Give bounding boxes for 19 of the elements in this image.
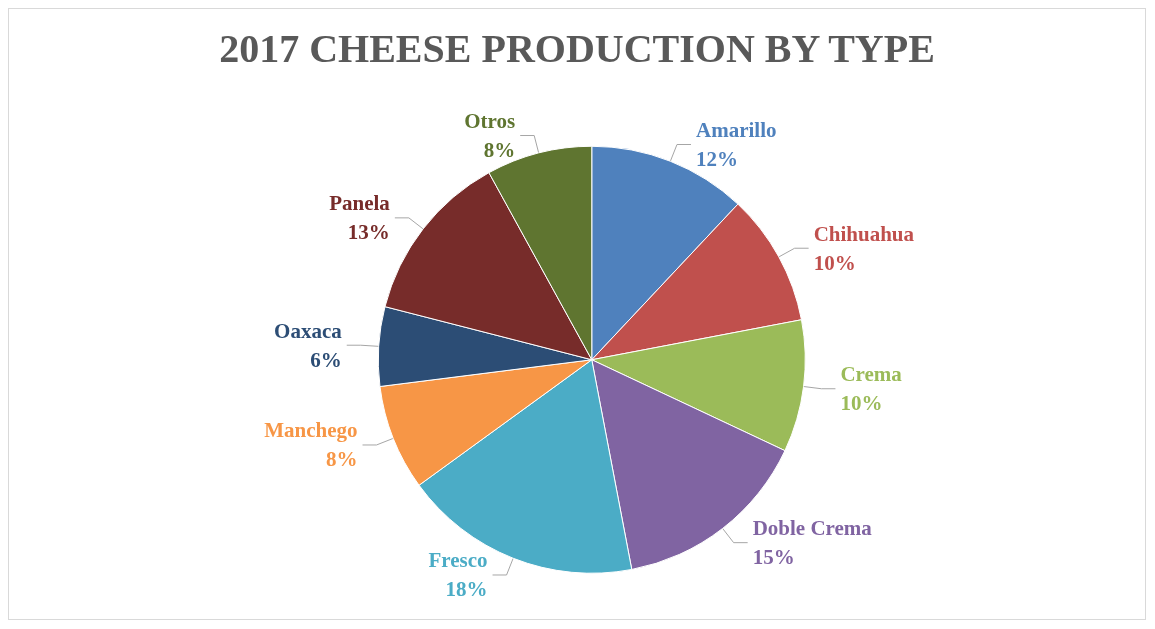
slice-label: Fresco bbox=[428, 548, 488, 573]
data-label: 10% bbox=[840, 391, 883, 416]
slice-label: Panela bbox=[329, 191, 391, 216]
slice-label: Doble Crema bbox=[752, 516, 873, 541]
slice-label: Chihuahua bbox=[813, 221, 915, 246]
data-label: 12% bbox=[695, 147, 738, 172]
slice-label: Amarillo bbox=[695, 118, 777, 143]
slice-label: Manchego bbox=[264, 418, 358, 443]
data-label: 8% bbox=[326, 447, 358, 472]
data-label: 10% bbox=[813, 250, 856, 275]
data-label: 6% bbox=[310, 347, 342, 372]
slice-label: Oaxaca bbox=[274, 318, 343, 343]
slice-label: Otros bbox=[464, 109, 516, 134]
data-label: 13% bbox=[347, 220, 390, 245]
data-label: 15% bbox=[752, 545, 795, 570]
data-label: 8% bbox=[483, 138, 516, 163]
data-label: 18% bbox=[445, 577, 488, 602]
chart-title: 2017 CHEESE PRODUCTION BY TYPE bbox=[219, 25, 935, 71]
slice-label: Crema bbox=[840, 362, 903, 387]
